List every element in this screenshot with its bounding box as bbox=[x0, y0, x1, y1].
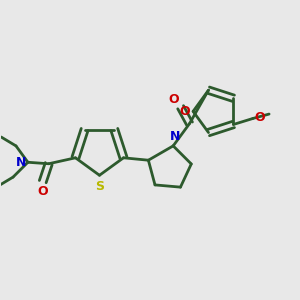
Text: O: O bbox=[179, 105, 190, 118]
Text: S: S bbox=[95, 180, 104, 193]
Text: O: O bbox=[38, 184, 48, 198]
Text: O: O bbox=[254, 110, 265, 124]
Text: N: N bbox=[16, 156, 26, 169]
Text: O: O bbox=[169, 93, 179, 106]
Text: N: N bbox=[169, 130, 180, 143]
